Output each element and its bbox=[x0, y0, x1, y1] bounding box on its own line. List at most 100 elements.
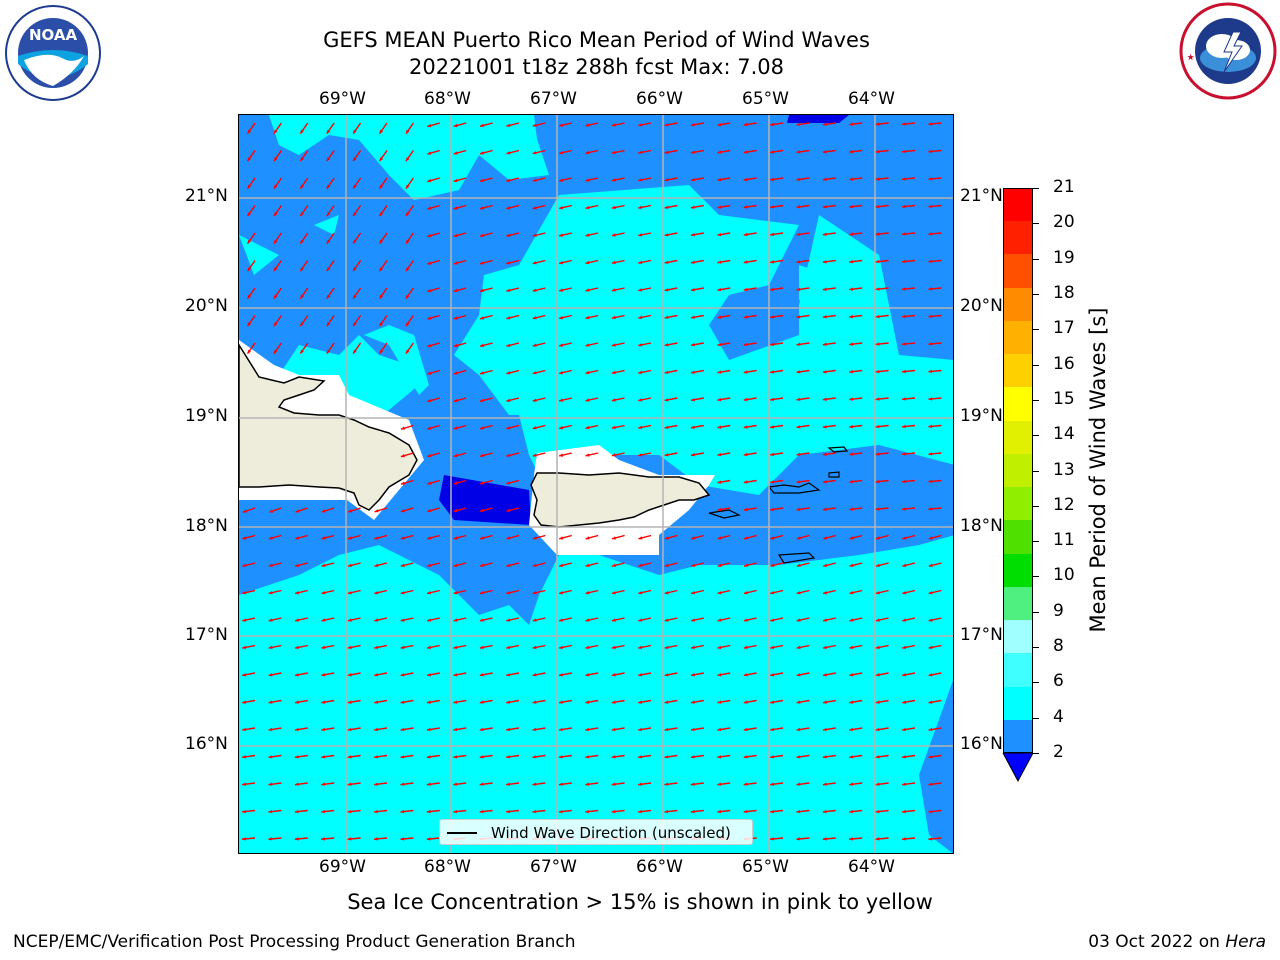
wave-arrow bbox=[611, 562, 625, 567]
wave-arrow bbox=[347, 534, 361, 540]
wave-arrow bbox=[928, 534, 942, 540]
wave-arrow bbox=[506, 177, 520, 182]
wave-arrow bbox=[875, 754, 889, 759]
wave-arrow bbox=[638, 232, 652, 237]
wave-arrow bbox=[849, 589, 863, 595]
wave-arrow bbox=[611, 534, 625, 540]
wave-arrow bbox=[268, 589, 282, 595]
wave-arrow bbox=[427, 369, 440, 375]
wave-arrow bbox=[426, 644, 440, 650]
colorbar-tick-label: 17 bbox=[1053, 318, 1075, 339]
wave-arrow bbox=[928, 479, 942, 484]
wave-arrow bbox=[294, 699, 308, 704]
wave-arrow bbox=[822, 259, 836, 264]
wave-arrow bbox=[453, 287, 467, 293]
wave-arrow bbox=[352, 342, 362, 355]
wave-arrow bbox=[849, 342, 863, 346]
wave-arrow bbox=[532, 342, 546, 347]
wave-arrow bbox=[796, 562, 810, 567]
wave-arrow bbox=[822, 589, 836, 595]
wave-arrow bbox=[453, 149, 467, 155]
wave-arrow bbox=[479, 314, 493, 320]
wave-arrow bbox=[479, 149, 493, 155]
wave-arrow bbox=[902, 672, 916, 677]
wave-arrow bbox=[294, 617, 308, 622]
colorbar-segment bbox=[1003, 620, 1033, 654]
wave-arrow bbox=[717, 727, 731, 732]
wave-arrow bbox=[427, 232, 440, 238]
wave-arrow bbox=[558, 699, 572, 704]
wave-arrow bbox=[717, 617, 731, 622]
wave-arrow bbox=[717, 122, 731, 127]
wave-arrow bbox=[770, 562, 784, 567]
wave-arrow bbox=[770, 149, 784, 154]
wave-arrow bbox=[664, 369, 678, 374]
wave-arrow bbox=[426, 617, 440, 622]
wave-arrow bbox=[453, 782, 467, 786]
wave-arrow bbox=[506, 452, 520, 457]
wave-arrow bbox=[558, 177, 572, 182]
wave-arrow bbox=[849, 617, 863, 622]
wave-arrow bbox=[902, 727, 916, 732]
wave-arrow bbox=[479, 589, 493, 595]
wave-arrow bbox=[796, 424, 810, 429]
wave-arrow bbox=[717, 452, 731, 457]
wave-arrow bbox=[268, 534, 282, 540]
wave-arrow bbox=[822, 314, 836, 319]
wave-arrow bbox=[875, 314, 889, 319]
wave-arrow bbox=[246, 287, 256, 300]
wave-arrow bbox=[928, 617, 942, 622]
wave-arrow bbox=[374, 589, 388, 595]
wave-arrow bbox=[321, 589, 335, 595]
wave-arrow bbox=[347, 562, 361, 567]
wave-arrow bbox=[770, 809, 784, 814]
wave-arrow bbox=[611, 589, 625, 595]
wave-arrow bbox=[743, 562, 757, 567]
wave-arrow bbox=[690, 149, 704, 154]
wave-arrow bbox=[611, 287, 625, 292]
wave-arrow bbox=[405, 260, 414, 272]
lat-label-left: 21°N bbox=[185, 186, 228, 206]
wave-arrow bbox=[321, 534, 335, 540]
wave-arrow bbox=[585, 122, 599, 127]
wave-arrow bbox=[427, 424, 440, 430]
wave-arrow bbox=[242, 672, 256, 677]
wave-arrow bbox=[901, 232, 916, 236]
colorbar-segment bbox=[1003, 354, 1033, 388]
wave-arrow bbox=[823, 534, 836, 540]
wave-arrow bbox=[743, 809, 757, 814]
map-panel[interactable] bbox=[238, 114, 954, 854]
wave-arrow bbox=[849, 204, 863, 209]
wave-arrow bbox=[321, 727, 335, 732]
wave-arrow bbox=[374, 617, 388, 622]
wave-arrow bbox=[875, 727, 889, 732]
map-legend: Wind Wave Direction (unscaled) bbox=[439, 819, 753, 845]
wave-arrow bbox=[326, 315, 335, 327]
wave-arrow bbox=[558, 782, 572, 786]
wave-arrow bbox=[378, 205, 388, 217]
colorbar-tick-label: 10 bbox=[1053, 565, 1075, 586]
wave-arrow bbox=[479, 809, 493, 814]
wave-arrow bbox=[558, 809, 572, 814]
wave-arrow bbox=[479, 204, 493, 210]
wave-arrow bbox=[559, 562, 572, 567]
wave-arrow bbox=[299, 122, 309, 135]
wave-arrow bbox=[928, 589, 942, 595]
wave-arrow bbox=[532, 369, 546, 375]
wave-arrow bbox=[638, 287, 652, 292]
wave-arrow bbox=[242, 809, 256, 814]
wave-arrow bbox=[352, 315, 362, 327]
wave-arrow bbox=[585, 809, 599, 814]
wave-arrow bbox=[690, 204, 704, 209]
wave-arrow bbox=[268, 644, 282, 650]
wave-arrow bbox=[928, 699, 942, 704]
wave-arrow bbox=[426, 754, 440, 759]
wave-arrow bbox=[585, 232, 599, 237]
colorbar bbox=[1002, 188, 1034, 783]
wave-arrow bbox=[928, 507, 942, 511]
wave-arrow bbox=[585, 644, 599, 650]
wave-arrow bbox=[717, 534, 731, 540]
wave-arrow bbox=[268, 727, 282, 732]
colorbar-tick bbox=[1033, 505, 1039, 507]
wave-arrow bbox=[242, 562, 256, 567]
